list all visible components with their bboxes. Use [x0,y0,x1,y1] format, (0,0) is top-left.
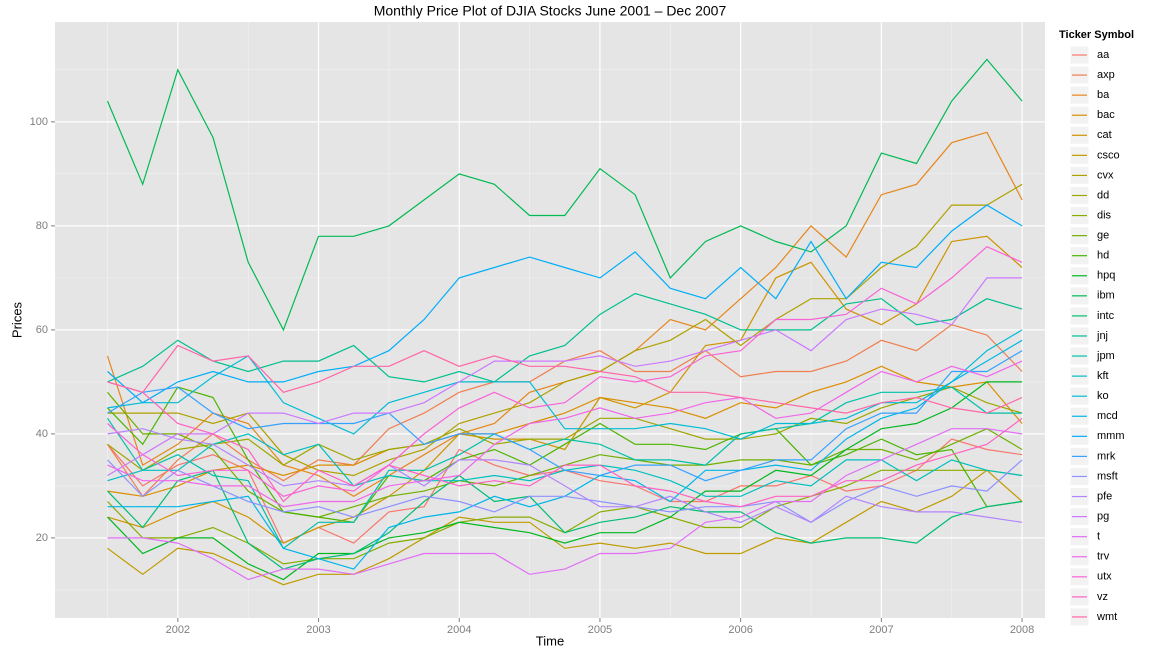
y-tick-label: 40 [36,428,48,440]
series-line [107,245,1023,497]
legend-label: utx [1097,571,1112,583]
legend-title: Ticker Symbol [1059,29,1134,41]
legend-label: ko [1097,390,1109,402]
legend-label: jpm [1096,350,1115,362]
legend-label: cvx [1097,169,1114,181]
legend-label: aa [1097,49,1110,61]
legend-label: ge [1097,230,1109,242]
legend-label: bac [1097,109,1115,121]
legend-label: pfe [1097,490,1112,502]
x-tick-label: 2004 [447,624,471,636]
legend-label: vz [1097,591,1108,603]
legend-label: mrk [1097,450,1116,462]
series-line [107,360,1023,508]
x-tick-label: 2007 [869,624,893,636]
y-axis-label: Prices [9,301,24,338]
series-line [107,277,1023,477]
series-line [107,386,1023,550]
legend-label: t [1097,531,1100,543]
legend-label: mcd [1097,410,1118,422]
y-tick-label: 100 [30,116,48,128]
series-line [107,428,1023,523]
chart-title: Monthly Price Plot of DJIA Stocks June 2… [374,3,727,19]
series-line [107,381,1023,581]
x-tick-label: 2008 [1010,624,1034,636]
series-line [107,381,1023,508]
legend-label: mmm [1097,430,1125,442]
legend-label: intc [1097,310,1115,322]
x-tick-label: 2005 [588,624,612,636]
legend-label: cat [1097,129,1112,141]
legend-label: axp [1097,69,1115,81]
series-line [107,329,1023,440]
x-tick-label: 2006 [728,624,752,636]
legend-label: hpq [1097,270,1115,282]
legend-label: kft [1097,370,1109,382]
series-line [107,365,1023,497]
series-line [107,204,1023,404]
series-line [107,386,1023,523]
y-tick-label: 20 [36,532,48,544]
x-tick-label: 2003 [306,624,330,636]
legend-label: dis [1097,209,1112,221]
x-tick-label: 2002 [166,624,190,636]
legend-label: ba [1097,89,1110,101]
y-tick-label: 60 [36,324,48,336]
series-line [107,235,1023,544]
series-line [107,344,1023,414]
series-line [107,459,1023,523]
legend-label: msft [1097,470,1118,482]
legend-label: wmt [1096,611,1117,623]
series-line [107,469,1023,570]
legend-label: csco [1097,149,1120,161]
legend-label: jnj [1096,330,1108,342]
series-line [107,428,1023,581]
y-tick-label: 80 [36,220,48,232]
legend-label: dd [1097,189,1109,201]
legend-label: trv [1097,551,1110,563]
series-line [107,350,1023,482]
legend-label: pg [1097,511,1109,523]
series-line [107,469,1023,586]
x-axis-label: Time [536,633,564,648]
legend-label: hd [1097,250,1109,262]
series-line [106,58,1023,332]
legend-label: ibm [1097,290,1115,302]
plot-panel [55,22,1045,618]
